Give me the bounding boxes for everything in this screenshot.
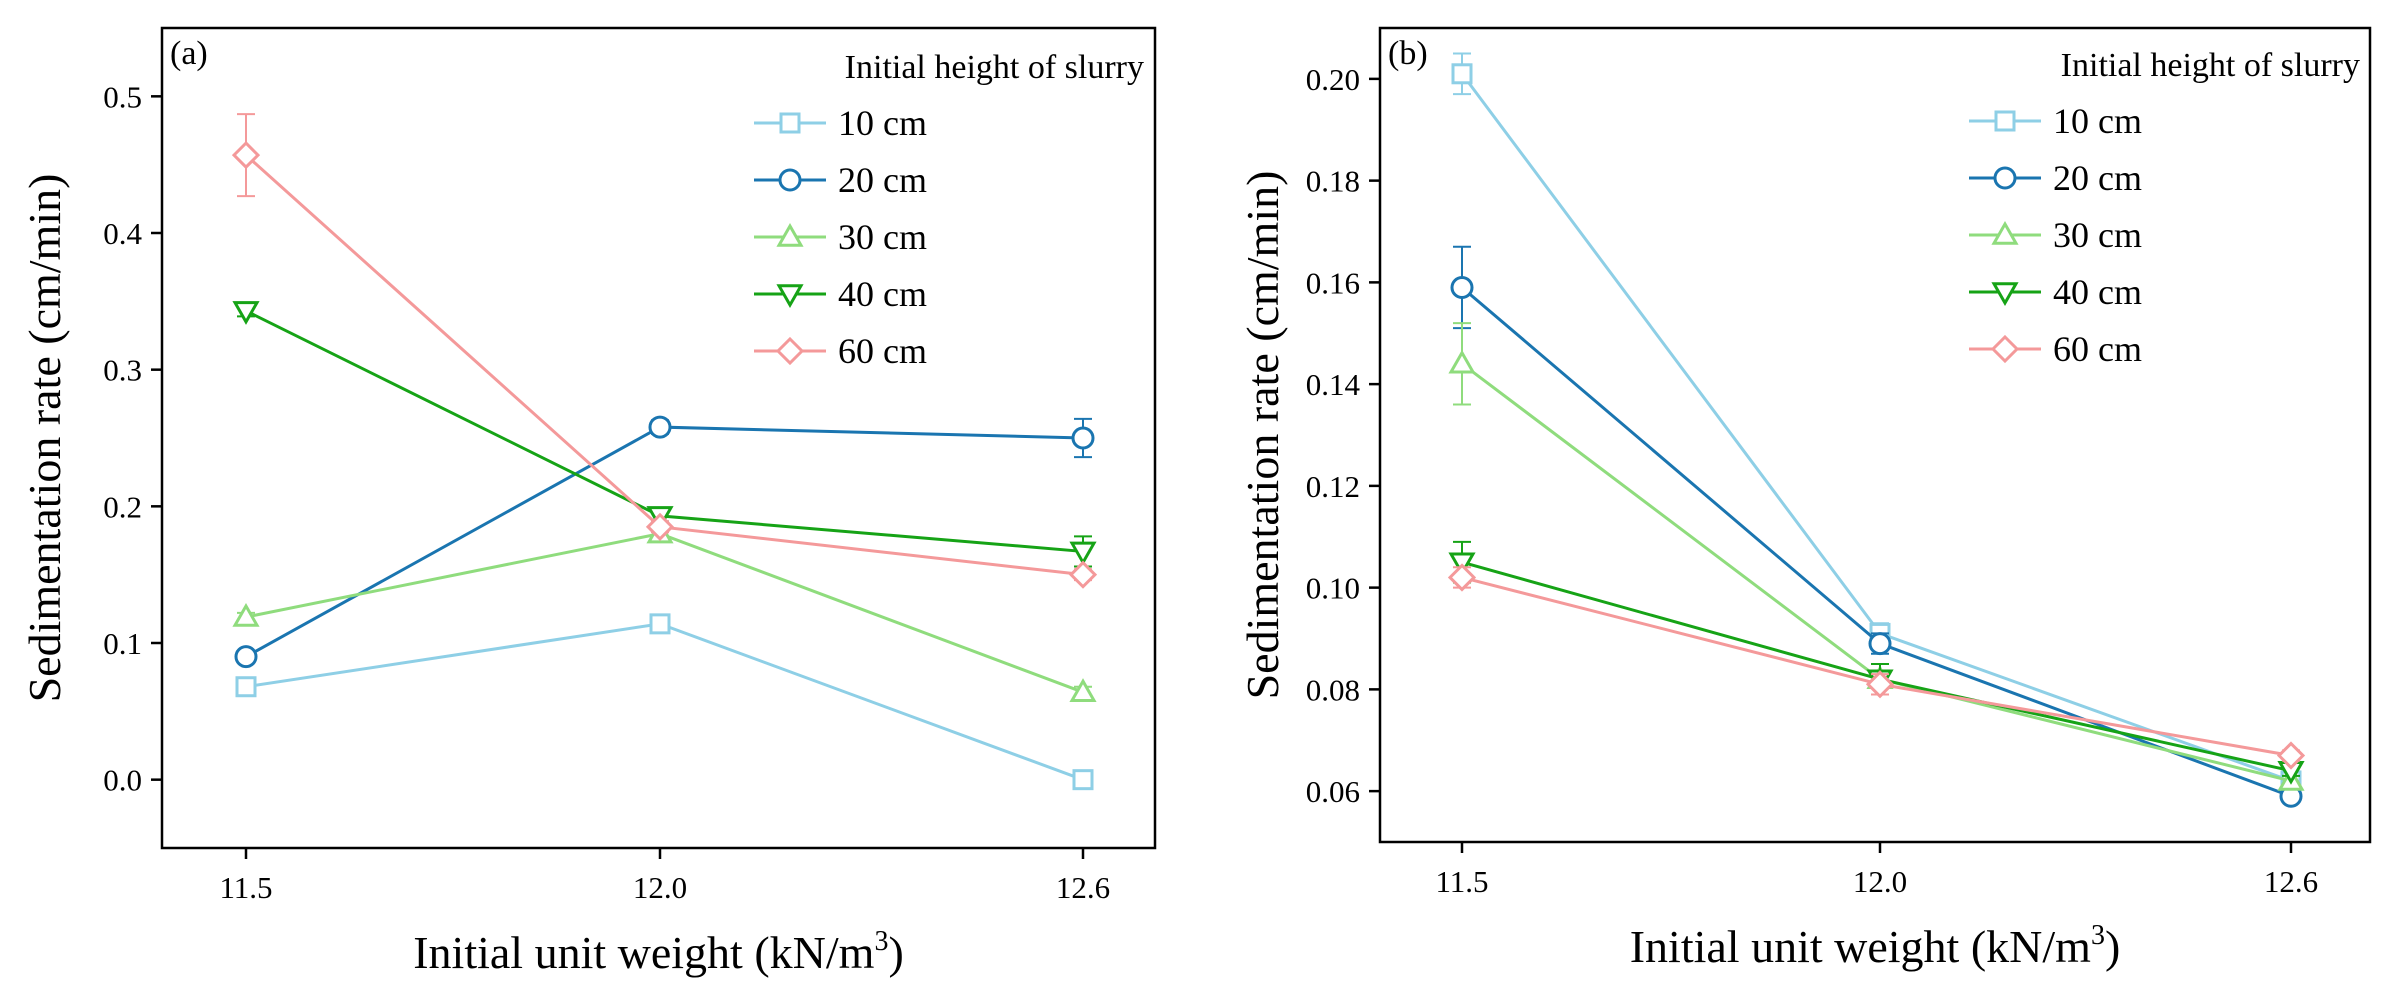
y-tick-label: 0.4 — [103, 216, 142, 251]
x-tick-label: 12.6 — [2264, 864, 2318, 899]
legend-marker — [775, 336, 805, 366]
data-point — [1451, 63, 1473, 85]
y-tick-label: 0.20 — [1306, 62, 1360, 97]
panel-label: (a) — [170, 35, 208, 72]
data-point — [1069, 541, 1097, 566]
legend-marker — [1990, 334, 2020, 364]
data-point — [235, 676, 257, 698]
y-tick-label: 0.10 — [1306, 571, 1360, 606]
series-20-cm — [234, 415, 1095, 669]
legend-label: 30 cm — [2053, 215, 2142, 255]
legend-marker — [1991, 220, 2019, 245]
x-axis-title: Initial unit weight (kN/m3) — [1630, 920, 2121, 972]
x-axis-title: Initial unit weight (kN/m3) — [413, 926, 904, 978]
legend-label: 20 cm — [838, 160, 927, 200]
x-axis-title-sup: 3 — [874, 926, 888, 957]
series-30-cm — [1448, 322, 2305, 791]
legend-marker — [1993, 166, 2017, 190]
legend-label: 30 cm — [838, 217, 927, 257]
y-tick-label: 0.0 — [103, 763, 142, 798]
legend-title: Initial height of slurry — [2061, 47, 2360, 84]
data-point — [1071, 426, 1095, 450]
data-point — [1865, 670, 1895, 699]
x-axis-title-end: ) — [888, 927, 903, 978]
legend-label: 60 cm — [2053, 329, 2142, 369]
series-40-cm — [1448, 540, 2305, 785]
data-point — [231, 140, 261, 170]
x-axis-title-main: Initial unit weight (kN/m — [1630, 921, 2091, 972]
chart-panel-b: 0.06 0.08 0.10 0.12 0.14 0.16 0.18 0.20 11.5 12.0… — [1237, 26, 2372, 972]
x-axis-title-end: ) — [2105, 921, 2120, 972]
y-tick-label: 0.14 — [1306, 367, 1361, 402]
plot-frame — [160, 26, 1157, 850]
series-line — [1461, 560, 2292, 773]
legend: Initial height of slurry 10 cm 20 cm 30 cm 4… — [1969, 47, 2360, 369]
data-point — [232, 301, 260, 325]
chart-panel-a: 0.0 0.1 0.2 0.3 0.4 0.5 11.5 12.0 12.6 Sedimentat… — [19, 26, 1157, 978]
panel-label: (b) — [1388, 35, 1428, 72]
y-axis-title: Sedimentation rate (cm/min) — [19, 174, 70, 703]
series-60-cm — [231, 113, 1098, 589]
data-point — [1068, 560, 1098, 589]
data-point — [1450, 275, 1474, 299]
data-point — [2276, 741, 2306, 770]
legend-marker — [776, 284, 804, 309]
data-point — [1868, 632, 1892, 656]
data-point — [649, 613, 671, 635]
legend-marker — [776, 222, 804, 247]
legend-label: 20 cm — [2053, 158, 2142, 198]
y-tick-label: 0.18 — [1306, 164, 1360, 199]
data-point — [645, 512, 675, 541]
x-axis-title-sup: 3 — [2091, 920, 2105, 951]
y-axis-title: Sedimentation rate (cm/min) — [1237, 171, 1288, 700]
data-point — [1069, 678, 1097, 702]
data-point — [1072, 769, 1094, 791]
y-tick-label: 0.2 — [103, 489, 142, 524]
data-point — [234, 645, 258, 669]
series-line — [245, 622, 1084, 782]
legend-label: 10 cm — [838, 103, 927, 143]
series-20-cm — [1450, 245, 2303, 808]
series-60-cm — [1447, 563, 2306, 770]
y-tick-label: 0.3 — [103, 353, 142, 388]
x-tick-label: 12.6 — [1056, 870, 1110, 905]
plot-frame — [1378, 26, 2372, 844]
series-line — [1461, 575, 2292, 757]
y-tick-label: 0.5 — [103, 79, 142, 114]
data-point — [232, 603, 260, 627]
legend-marker — [778, 168, 802, 192]
y-tick-label: 0.1 — [103, 626, 142, 661]
series-line — [1461, 362, 2292, 783]
y-tick-label: 0.08 — [1306, 672, 1360, 707]
series-line — [1461, 286, 2292, 798]
data-point — [1448, 349, 1476, 374]
legend: Initial height of slurry 10 cm 20 cm 30 cm 4… — [754, 49, 1144, 371]
legend-marker — [1994, 110, 2016, 132]
legend-label: 40 cm — [2053, 272, 2142, 312]
x-tick-label: 11.5 — [1435, 864, 1488, 899]
y-tick-label: 0.12 — [1306, 469, 1360, 504]
series-30-cm — [232, 519, 1097, 702]
legend-label: 10 cm — [2053, 101, 2142, 141]
data-point — [1447, 563, 1477, 592]
x-tick-label: 12.0 — [1853, 864, 1907, 899]
x-axis-title-main: Initial unit weight (kN/m — [413, 927, 874, 978]
x-tick-label: 11.5 — [219, 870, 272, 905]
legend-marker — [779, 112, 801, 134]
x-tick-label: 12.0 — [633, 870, 687, 905]
legend-label: 40 cm — [838, 274, 927, 314]
data-point — [648, 415, 672, 439]
series-10-cm — [235, 613, 1094, 791]
legend-label: 60 cm — [838, 331, 927, 371]
y-tick-label: 0.06 — [1306, 774, 1360, 809]
legend-title: Initial height of slurry — [845, 49, 1144, 86]
y-tick-label: 0.16 — [1306, 265, 1360, 300]
legend-marker — [1991, 282, 2019, 307]
